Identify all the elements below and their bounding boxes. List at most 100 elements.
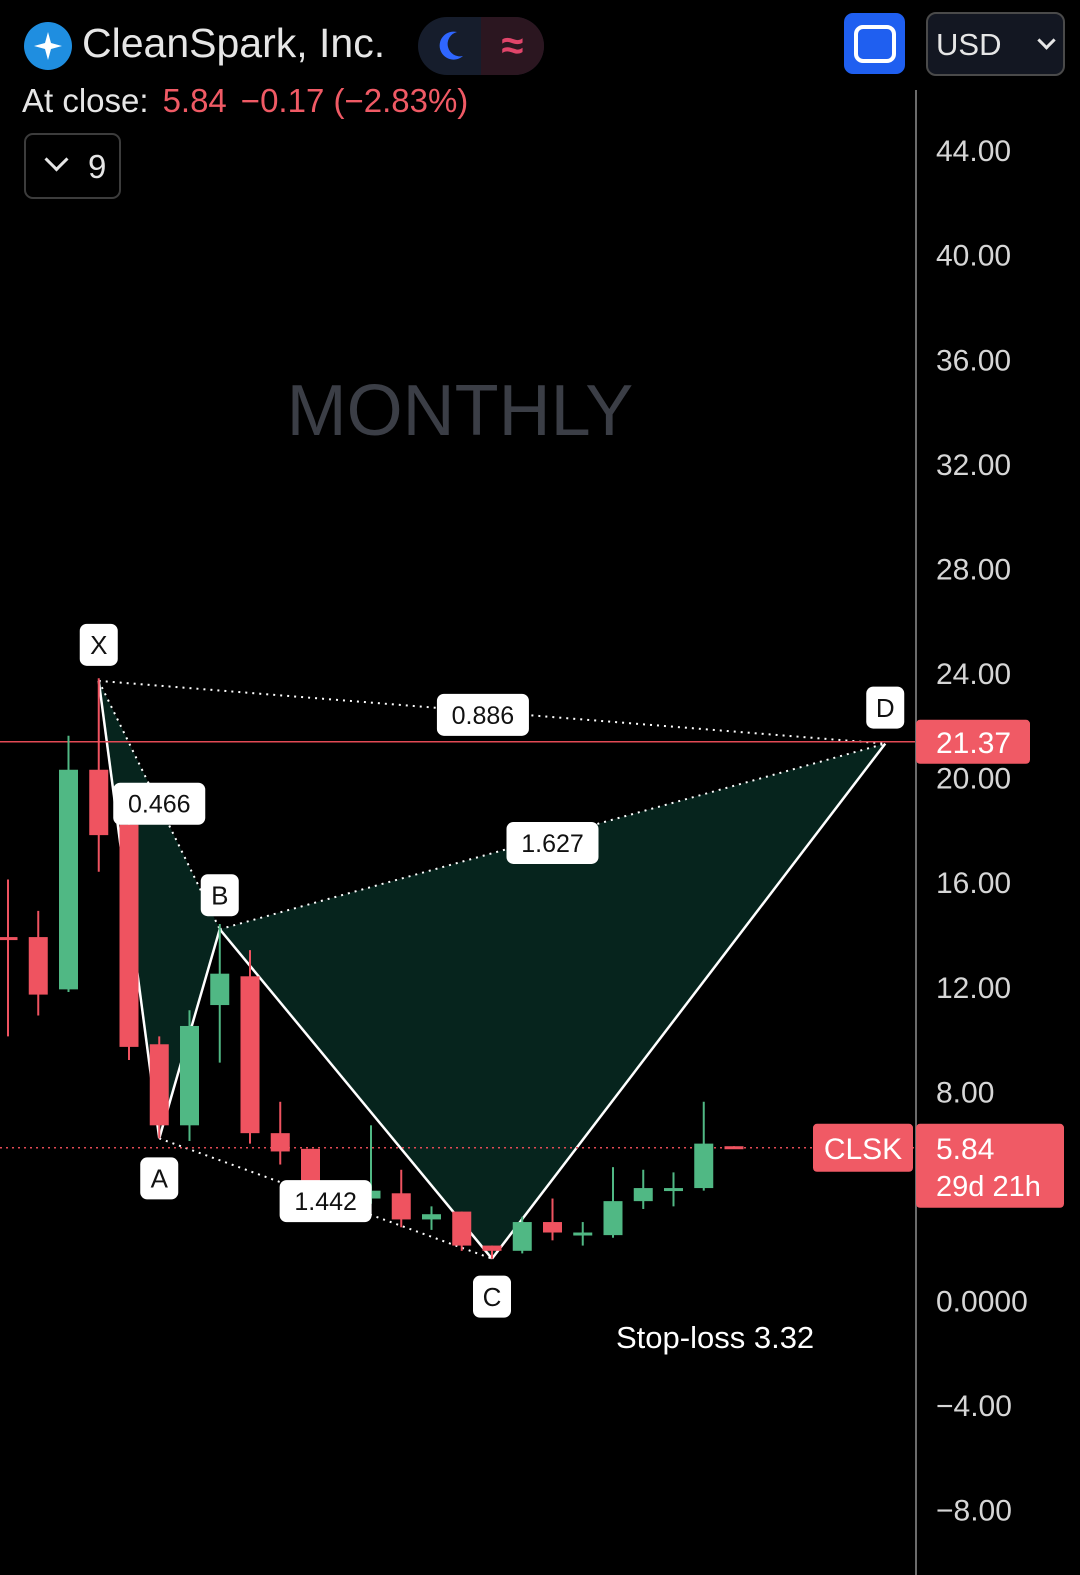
moon-icon <box>439 31 463 60</box>
target-price-value: 21.37 <box>936 727 1011 760</box>
pattern-leg-cd <box>491 742 887 1260</box>
mode-toggle-group: ≈ <box>418 17 544 75</box>
symbol-badge-bg <box>813 1123 913 1172</box>
last-price-badge-bg <box>916 1123 1064 1208</box>
pattern-point-c-text: C <box>483 1282 502 1312</box>
pattern-point-d-text: D <box>876 693 895 723</box>
candle <box>664 1172 683 1207</box>
candle-body <box>603 1201 623 1236</box>
page-title: CleanSpark, Inc. <box>82 20 386 66</box>
candle <box>89 678 109 872</box>
candle <box>210 924 230 1063</box>
price-axis-label: −8.00 <box>936 1495 1012 1528</box>
candle-body <box>270 1133 290 1152</box>
chevron-down-icon <box>1037 31 1056 50</box>
ratio-label-text: 0.466 <box>128 791 191 819</box>
candle <box>149 1036 169 1139</box>
price-axis-label: 12.00 <box>936 972 1011 1005</box>
price-axis-label: 16.00 <box>936 867 1011 900</box>
target-price-badge-bg <box>916 719 1030 764</box>
candle-body <box>119 824 139 1047</box>
candle <box>240 950 260 1144</box>
pattern-point-d: D <box>866 686 905 729</box>
price-axis-label: 20.00 <box>936 763 1011 796</box>
pattern-point-x: X <box>79 623 118 666</box>
candle-body <box>240 976 260 1134</box>
currency-select[interactable]: USD <box>926 12 1065 76</box>
chart-header: CleanSpark, Inc. ≈ USD At close: 5.84 −0.1… <box>0 0 1080 210</box>
fullscreen-button[interactable] <box>844 13 905 74</box>
pattern-point-b: B <box>200 874 239 917</box>
close-price-row: At close: 5.84 −0.17 (−2.83%) <box>22 82 468 120</box>
candle <box>180 1010 199 1142</box>
candle-body <box>724 1146 744 1150</box>
candle-body <box>664 1188 683 1192</box>
target-price-badge: 21.37 <box>916 719 1030 764</box>
pattern-leg-bc <box>218 928 493 1260</box>
ratio-label: 0.886 <box>436 693 529 736</box>
candle-body <box>543 1222 562 1233</box>
candle <box>573 1222 593 1246</box>
candle-body <box>210 973 230 1006</box>
price-axis-label: 32.00 <box>936 449 1011 482</box>
candle-body <box>482 1245 502 1251</box>
ratio-label-text: 0.886 <box>452 702 515 730</box>
candle-body <box>180 1025 199 1126</box>
candle <box>0 879 18 1037</box>
candle <box>603 1167 623 1238</box>
candle <box>59 735 78 992</box>
candle-body <box>89 769 109 836</box>
price-axis-label: 8.00 <box>936 1076 994 1109</box>
candle-body <box>512 1222 532 1251</box>
pattern-point-a-text: A <box>151 1164 169 1194</box>
candle-body <box>422 1214 441 1220</box>
candle <box>543 1198 562 1241</box>
price-axis-label: 36.00 <box>936 344 1011 377</box>
pattern-point-x-box <box>79 623 118 666</box>
pattern-point-c: C <box>473 1275 511 1318</box>
candle <box>28 910 48 1016</box>
at-close-label: At close: <box>22 82 149 119</box>
candle <box>633 1169 653 1209</box>
indicators-collapse-button[interactable]: 9 <box>24 133 121 199</box>
pattern-point-a-box <box>140 1157 179 1200</box>
ratio-label-box <box>113 782 206 825</box>
currency-value: USD <box>936 27 1002 62</box>
candle <box>512 1216 532 1254</box>
price-axis-label: 44.00 <box>936 135 1011 168</box>
ratio-label: 1.627 <box>506 821 599 864</box>
timeframe-watermark: MONTHLY <box>287 371 634 451</box>
last-price-badge: 5.84 29d 21h <box>916 1123 1064 1208</box>
price-axis-label: −4.00 <box>936 1390 1012 1423</box>
indicators-count: 9 <box>88 148 107 185</box>
pattern-point-c-box <box>473 1275 511 1318</box>
candle-body <box>28 937 48 995</box>
pattern-point-d-box <box>866 686 905 729</box>
candle-body <box>452 1211 472 1246</box>
stop-loss-annotation: Stop-loss 3.32 <box>616 1320 815 1355</box>
fullscreen-icon <box>853 24 896 63</box>
symbol-label: CLSK <box>824 1133 902 1166</box>
ratio-label-box <box>506 821 599 864</box>
ratio-label-text: 1.442 <box>294 1188 357 1216</box>
ratio-label: 1.442 <box>279 1180 372 1223</box>
candle <box>724 1146 744 1150</box>
close-change: −0.17 (−2.83%) <box>240 82 469 119</box>
pattern-point-a: A <box>140 1157 179 1200</box>
ratio-label-text: 1.627 <box>521 830 584 858</box>
candle-body <box>633 1188 653 1202</box>
ratio-label: 0.466 <box>113 782 206 825</box>
theme-toggle-button[interactable] <box>418 17 481 75</box>
company-logo <box>24 22 72 70</box>
chevron-down-icon <box>44 147 69 172</box>
price-axis-label: 28.00 <box>936 553 1011 586</box>
sparkle-star-icon <box>34 32 62 60</box>
candle-body <box>0 937 18 941</box>
candle-body <box>391 1193 411 1220</box>
pattern-point-b-box <box>200 874 239 917</box>
ratio-label-box <box>279 1180 372 1223</box>
indicator-toggle-button[interactable]: ≈ <box>481 17 544 75</box>
candle <box>452 1211 472 1251</box>
bar-countdown: 29d 21h <box>936 1171 1041 1203</box>
